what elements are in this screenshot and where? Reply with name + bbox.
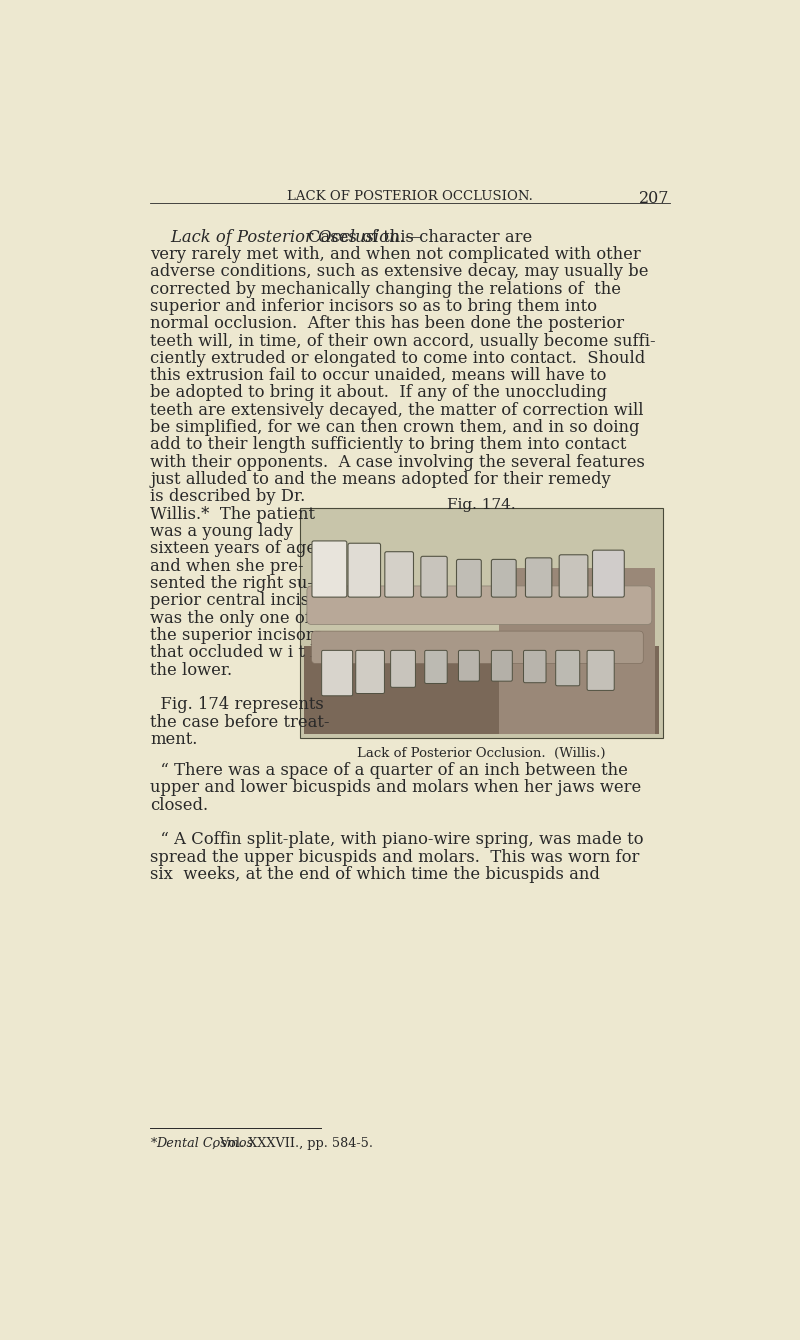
Text: the lower.: the lower. — [150, 662, 233, 678]
Text: Fig. 174.: Fig. 174. — [447, 498, 516, 512]
FancyBboxPatch shape — [390, 650, 415, 687]
Text: Cases of this character are: Cases of this character are — [308, 229, 532, 245]
Text: , Vol. XXXVII., pp. 584-5.: , Vol. XXXVII., pp. 584-5. — [212, 1138, 374, 1150]
Text: this extrusion fail to occur unaided, means will have to: this extrusion fail to occur unaided, me… — [150, 367, 606, 385]
Text: ciently extruded or elongated to come into contact.  Should: ciently extruded or elongated to come in… — [150, 350, 646, 367]
FancyBboxPatch shape — [356, 650, 385, 694]
Text: very rarely met with, and when not complicated with other: very rarely met with, and when not compl… — [150, 245, 641, 263]
FancyBboxPatch shape — [491, 559, 516, 598]
Text: closed.: closed. — [150, 797, 209, 813]
FancyBboxPatch shape — [311, 631, 643, 663]
FancyBboxPatch shape — [526, 557, 552, 598]
FancyBboxPatch shape — [457, 559, 482, 598]
FancyBboxPatch shape — [307, 586, 652, 624]
Text: 207: 207 — [639, 190, 670, 208]
Text: was a young lady: was a young lady — [150, 523, 294, 540]
FancyBboxPatch shape — [499, 568, 655, 734]
Text: is described by Dr.: is described by Dr. — [150, 489, 306, 505]
Text: the case before treat-: the case before treat- — [150, 714, 330, 730]
Text: teeth are extensively decayed, the matter of correction will: teeth are extensively decayed, the matte… — [150, 402, 644, 419]
FancyBboxPatch shape — [593, 551, 624, 598]
FancyBboxPatch shape — [491, 650, 512, 681]
FancyBboxPatch shape — [385, 552, 414, 598]
Text: that occluded w i t h: that occluded w i t h — [150, 645, 321, 662]
Text: add to their length sufficiently to bring them into contact: add to their length sufficiently to brin… — [150, 437, 626, 453]
Text: corrected by mechanically changing the relations of  the: corrected by mechanically changing the r… — [150, 280, 622, 297]
FancyBboxPatch shape — [559, 555, 588, 598]
Text: Fig. 174 represents: Fig. 174 represents — [150, 697, 324, 713]
Text: six  weeks, at the end of which time the bicuspids and: six weeks, at the end of which time the … — [150, 866, 600, 883]
FancyBboxPatch shape — [312, 541, 347, 598]
Text: with their opponents.  A case involving the several features: with their opponents. A case involving t… — [150, 454, 646, 470]
Text: the superior incisors: the superior incisors — [150, 627, 322, 645]
FancyBboxPatch shape — [300, 508, 662, 737]
Text: spread the upper bicuspids and molars.  This was worn for: spread the upper bicuspids and molars. T… — [150, 848, 640, 866]
Text: was the only one of: was the only one of — [150, 610, 311, 627]
Text: ment.: ment. — [150, 732, 198, 748]
Text: be simplified, for we can then crown them, and in so doing: be simplified, for we can then crown the… — [150, 419, 640, 436]
Text: adverse conditions, such as extensive decay, may usually be: adverse conditions, such as extensive de… — [150, 263, 649, 280]
Text: normal occlusion.  After this has been done the posterior: normal occlusion. After this has been do… — [150, 315, 625, 332]
FancyBboxPatch shape — [421, 556, 447, 598]
Text: be adopted to bring it about.  If any of the unoccluding: be adopted to bring it about. If any of … — [150, 385, 607, 402]
Text: “ There was a space of a quarter of an inch between the: “ There was a space of a quarter of an i… — [150, 762, 628, 779]
FancyBboxPatch shape — [458, 650, 479, 681]
FancyBboxPatch shape — [322, 650, 353, 695]
Text: Dental Cosmos: Dental Cosmos — [156, 1138, 253, 1150]
Text: upper and lower bicuspids and molars when her jaws were: upper and lower bicuspids and molars whe… — [150, 780, 642, 796]
Text: perior central incisor: perior central incisor — [150, 592, 327, 610]
FancyBboxPatch shape — [556, 650, 580, 686]
Text: sixteen years of age,: sixteen years of age, — [150, 540, 322, 557]
FancyBboxPatch shape — [304, 646, 658, 734]
Text: teeth will, in time, of their own accord, usually become suffi-: teeth will, in time, of their own accord… — [150, 332, 656, 350]
Text: *: * — [150, 1138, 157, 1150]
FancyBboxPatch shape — [523, 650, 546, 682]
FancyBboxPatch shape — [348, 543, 381, 598]
FancyBboxPatch shape — [587, 650, 614, 690]
Text: “ A Coffin split-plate, with piano-wire spring, was made to: “ A Coffin split-plate, with piano-wire … — [150, 831, 644, 848]
Text: Lack of Posterior Occlusion.  (Willis.): Lack of Posterior Occlusion. (Willis.) — [357, 746, 606, 760]
Text: LACK OF POSTERIOR OCCLUSION.: LACK OF POSTERIOR OCCLUSION. — [287, 190, 533, 204]
Text: superior and inferior incisors so as to bring them into: superior and inferior incisors so as to … — [150, 297, 598, 315]
FancyBboxPatch shape — [425, 650, 447, 683]
Text: Willis.*  The patient: Willis.* The patient — [150, 505, 315, 523]
Text: sented the right su-: sented the right su- — [150, 575, 314, 592]
Text: just alluded to and the means adopted for their remedy: just alluded to and the means adopted fo… — [150, 472, 611, 488]
Text: Lack of Posterior Occlusion.—: Lack of Posterior Occlusion.— — [150, 229, 422, 245]
Text: and when she pre-: and when she pre- — [150, 557, 304, 575]
